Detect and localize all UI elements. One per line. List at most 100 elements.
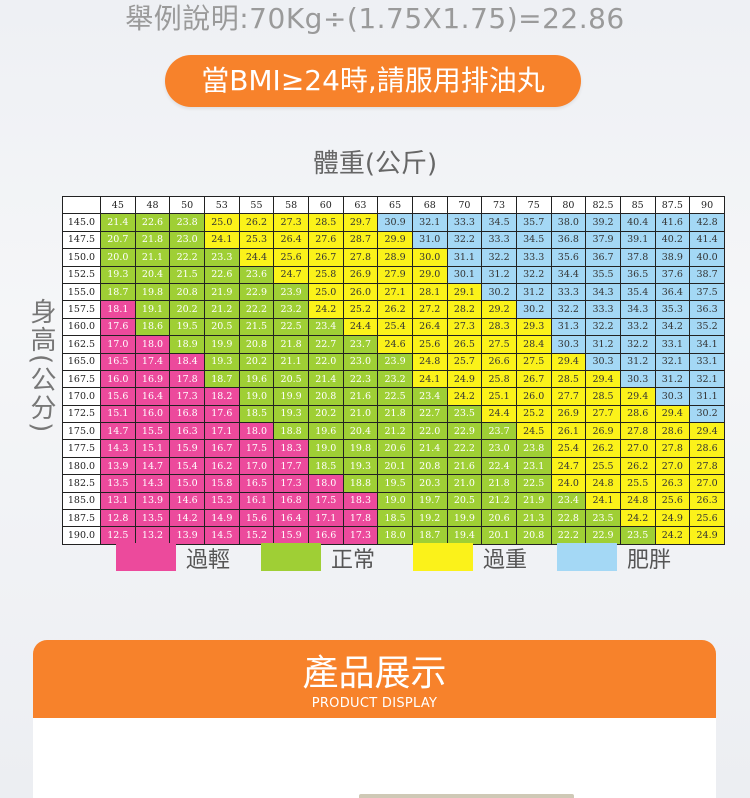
bmi-cell: 24.2 (654, 526, 691, 545)
bmi-cell: 29.3 (515, 317, 552, 337)
height-cell: 152.5 (62, 265, 101, 284)
bmi-cell: 12.5 (100, 526, 136, 545)
bmi-cell: 20.2 (307, 404, 344, 424)
table-row: 170.0 15.6 16.4 17.3 18.2 19.0 19.9 20.8 21.6 22.… (62, 387, 725, 406)
bmi-cell: 21.8 (134, 230, 171, 250)
bmi-cell: 35.5 (585, 265, 621, 284)
weight-header-cell: 50 (169, 195, 205, 215)
table-row: 157.5 18.1 19.1 20.2 21.2 22.2 23.2 24.2 25.2 26.… (62, 300, 725, 319)
bmi-cell: 22.2 (169, 248, 205, 267)
height-cell: 165.0 (62, 352, 101, 371)
bmi-cell: 16.4 (134, 387, 171, 406)
bmi-cell: 25.2 (342, 300, 379, 319)
bmi-cell: 35.4 (619, 282, 656, 302)
bmi-cell: 22.0 (307, 352, 344, 371)
bmi-cell: 18.5 (238, 404, 275, 424)
bmi-cell: 18.0 (307, 474, 344, 493)
bmi-cell: 25.1 (481, 387, 517, 406)
bmi-cell: 23.7 (342, 335, 379, 354)
bmi-cell: 41.4 (689, 230, 725, 250)
bmi-cell: 38.7 (689, 265, 725, 284)
legend-swatch-obese (557, 543, 617, 571)
bmi-cell: 24.9 (446, 369, 483, 389)
bmi-cell: 22.2 (446, 439, 483, 458)
height-cell: 160.0 (62, 317, 101, 337)
bmi-cell: 18.0 (377, 526, 413, 545)
bmi-cell: 19.7 (411, 491, 448, 511)
bmi-cell: 42.8 (689, 213, 725, 232)
bmi-cell: 20.7 (100, 230, 136, 250)
bmi-cell: 23.0 (342, 352, 379, 371)
bmi-cell: 20.6 (481, 509, 517, 528)
bmi-cell: 36.5 (619, 265, 656, 284)
weight-header-cell: 53 (203, 195, 240, 215)
bmi-cell: 14.3 (100, 439, 136, 458)
bmi-cell: 13.2 (134, 526, 171, 545)
bmi-cell: 26.5 (446, 335, 483, 354)
bmi-cell: 31.2 (481, 265, 517, 284)
bmi-cell: 24.5 (515, 422, 552, 441)
bmi-cell: 19.9 (446, 509, 483, 528)
bmi-cell: 19.5 (169, 317, 205, 337)
bmi-cell: 15.8 (203, 474, 240, 493)
bmi-cell: 23.5 (446, 404, 483, 424)
height-cell: 190.0 (62, 526, 101, 545)
bmi-cell: 22.0 (411, 422, 448, 441)
bmi-cell: 28.5 (550, 369, 587, 389)
bmi-cell: 35.2 (689, 317, 725, 337)
bmi-cell: 26.2 (585, 439, 621, 458)
bmi-cell: 27.3 (446, 317, 483, 337)
product-display-banner: 產品展示 PRODUCT DISPLAY (33, 640, 716, 718)
bmi-cell: 16.7 (203, 439, 240, 458)
legend-swatch-underweight (116, 543, 176, 571)
bmi-cell: 19.2 (411, 509, 448, 528)
bmi-cell: 27.0 (619, 439, 656, 458)
bmi-cell: 21.3 (515, 509, 552, 528)
bmi-cell: 29.4 (550, 352, 587, 371)
bmi-cell: 27.7 (585, 404, 621, 424)
bmi-cell: 18.4 (169, 352, 205, 371)
bmi-cell: 12.8 (100, 509, 136, 528)
bmi-cell: 35.7 (515, 213, 552, 232)
bmi-cell: 26.9 (550, 404, 587, 424)
bmi-cell: 26.9 (585, 422, 621, 441)
height-cell: 157.5 (62, 300, 101, 319)
bmi-cell: 23.3 (203, 248, 240, 267)
table-row: 187.5 12.8 13.5 14.2 14.9 15.6 16.4 17.1 17.8 18.… (62, 509, 725, 528)
bmi-cell: 15.9 (273, 526, 309, 545)
bmi-cell: 16.4 (273, 509, 309, 528)
height-cell: 162.5 (62, 335, 101, 354)
bmi-cell: 28.4 (515, 335, 552, 354)
bmi-cell: 18.5 (307, 456, 344, 476)
bmi-cell: 37.6 (654, 265, 691, 284)
bmi-cell: 34.2 (654, 317, 691, 337)
bmi-cell: 24.1 (411, 369, 448, 389)
bmi-cell: 17.1 (203, 422, 240, 441)
bmi-cell: 27.2 (411, 300, 448, 319)
bmi-cell: 25.3 (238, 230, 275, 250)
height-cell: 172.5 (62, 404, 101, 424)
bmi-cell: 23.4 (550, 491, 587, 511)
bmi-cell: 21.9 (203, 282, 240, 302)
weight-header-cell: 73 (481, 195, 517, 215)
bmi-cell: 25.6 (411, 335, 448, 354)
bmi-cell: 28.5 (585, 387, 621, 406)
bmi-cell: 13.9 (134, 491, 171, 511)
table-row: 155.0 18.7 19.8 20.8 21.9 22.9 23.9 25.0 26.0 27.… (62, 282, 725, 302)
bmi-cell: 22.2 (550, 526, 587, 545)
bmi-cell: 24.1 (203, 230, 240, 250)
bmi-cell: 24.4 (481, 404, 517, 424)
bmi-cell: 17.4 (134, 352, 171, 371)
weight-header-row: 45 48 50 53 55 58 60 63 65 68 70 73 75 80 82.5 85 87.5 90 (62, 195, 725, 215)
bmi-cell: 30.3 (654, 387, 691, 406)
bmi-cell: 29.4 (689, 422, 725, 441)
example-text: 舉例說明:70Kg÷(1.75X1.75)=22.86 (125, 2, 625, 35)
bmi-cell: 29.7 (342, 213, 379, 232)
bmi-cell: 22.7 (411, 404, 448, 424)
bmi-cell: 18.0 (238, 422, 275, 441)
bmi-cell: 19.3 (100, 265, 136, 284)
bmi-cell: 22.5 (515, 474, 552, 493)
bmi-cell: 23.2 (377, 369, 413, 389)
bmi-cell: 29.1 (446, 282, 483, 302)
bmi-cell: 24.4 (342, 317, 379, 337)
